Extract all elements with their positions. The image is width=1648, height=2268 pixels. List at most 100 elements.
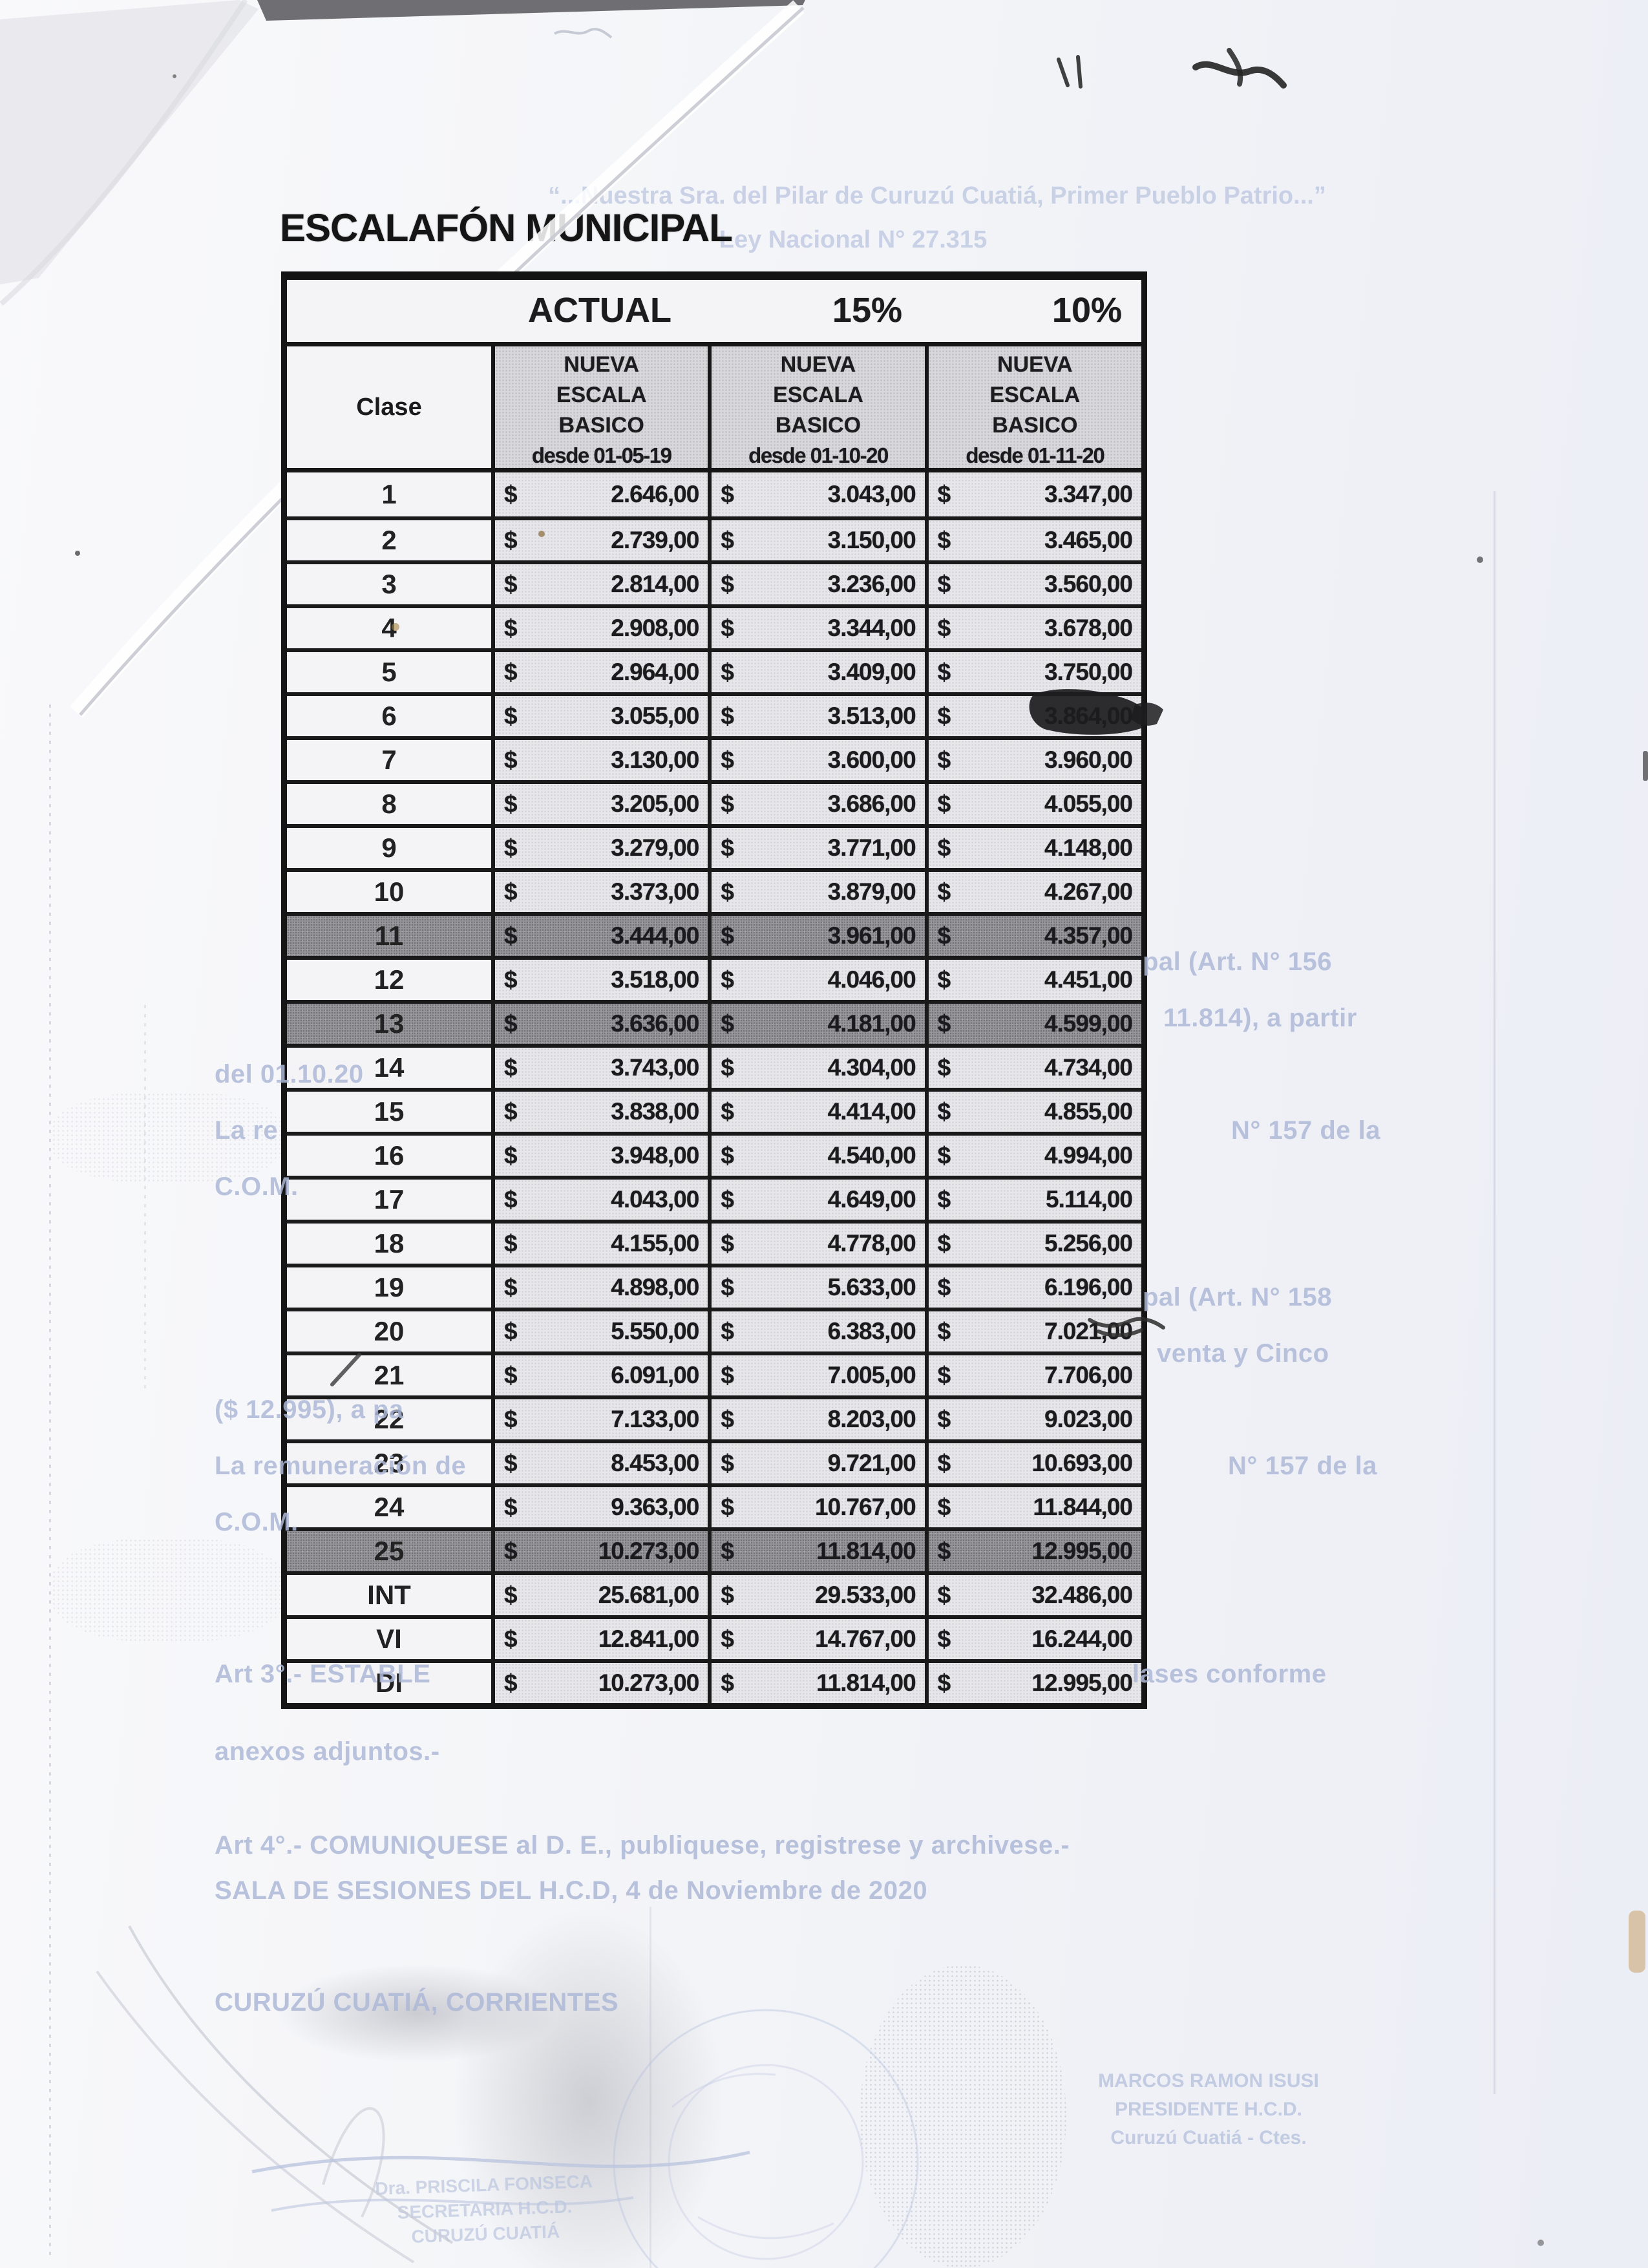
watermark-motto: “...Nuestra Sra. del Pilar de Curuzú Cua… — [548, 182, 1326, 209]
value-cell: $11.814,00 — [708, 1663, 925, 1703]
amount: 3.879,00 — [827, 878, 916, 905]
table-row: INT $25.681,00 $29.533,00 $32.486,00 — [287, 1571, 1141, 1615]
table-row: 10 $3.373,00 $3.879,00 $4.267,00 — [287, 868, 1141, 912]
currency-symbol: $ — [504, 703, 518, 729]
value-cell: $5.550,00 — [491, 1311, 708, 1351]
salary-table: ACTUAL 15% 10% Clase NUEVA ESCALA BASICO… — [281, 271, 1147, 1709]
amount: 5.633,00 — [827, 1274, 916, 1300]
currency-symbol: $ — [504, 790, 518, 817]
value-cell: $9.023,00 — [924, 1399, 1141, 1439]
edge-mark — [1643, 751, 1648, 781]
value-cell: $3.600,00 — [708, 740, 925, 780]
value-cell: $3.838,00 — [491, 1092, 708, 1132]
currency-symbol: $ — [721, 1669, 734, 1696]
amount: 4.778,00 — [827, 1230, 916, 1256]
stamp-place: Curuzú Cuatiá - Ctes. — [1110, 2127, 1307, 2148]
amount: 2.739,00 — [611, 527, 699, 553]
amount: 4.540,00 — [827, 1142, 916, 1169]
currency-symbol: $ — [937, 571, 951, 597]
signature-stroke — [96, 1970, 415, 2263]
currency-symbol: $ — [721, 878, 734, 905]
council-seal-outline — [613, 2009, 919, 2268]
halftone-smudge — [860, 1965, 1066, 2268]
currency-symbol: $ — [721, 615, 734, 641]
speck — [173, 74, 176, 78]
amount: 10.273,00 — [598, 1538, 700, 1564]
table-row: 14 $3.743,00 $4.304,00 $4.734,00 — [287, 1044, 1141, 1088]
value-cell: $14.767,00 — [708, 1619, 925, 1659]
value-cell: $8.203,00 — [708, 1399, 925, 1439]
clase-cell: 19 — [287, 1267, 491, 1308]
value-cell: $4.357,00 — [924, 916, 1141, 956]
table-row: 8 $3.205,00 $3.686,00 $4.055,00 — [287, 780, 1141, 824]
header-10pct: 10% — [1051, 291, 1122, 330]
ink-squiggle-row19 — [1088, 1317, 1165, 1337]
amount: 3.347,00 — [1044, 481, 1133, 507]
currency-symbol: $ — [937, 1274, 951, 1300]
amount: 5.550,00 — [611, 1318, 699, 1344]
clase-cell: INT — [287, 1575, 491, 1615]
value-cell: $4.055,00 — [924, 784, 1141, 824]
value-cell: $3.636,00 — [491, 1004, 708, 1044]
clase-cell: 20 — [287, 1311, 491, 1351]
pencil-squiggle — [554, 28, 613, 39]
currency-symbol: $ — [504, 966, 518, 993]
clase-cell: 8 — [287, 784, 491, 824]
table-column-headers: Clase NUEVA ESCALA BASICO desde 01-05-19… — [287, 346, 1141, 472]
currency-symbol: $ — [721, 1054, 734, 1081]
value-cell: $4.994,00 — [924, 1136, 1141, 1176]
amount: 3.409,00 — [827, 659, 916, 685]
currency-symbol: $ — [937, 1362, 951, 1388]
currency-symbol: $ — [504, 1406, 518, 1432]
table-row: 24 $9.363,00 $10.767,00 $11.844,00 — [287, 1483, 1141, 1527]
amount: 7.021,00 — [1044, 1318, 1133, 1344]
table-row: 13 $3.636,00 $4.181,00 $4.599,00 — [287, 1000, 1141, 1044]
currency-symbol: $ — [504, 659, 518, 685]
currency-symbol: $ — [937, 922, 951, 949]
pen-tick-marks — [1057, 55, 1083, 89]
value-cell: $3.279,00 — [491, 828, 708, 868]
amount: 3.055,00 — [611, 703, 699, 729]
clase-cell: 21 — [287, 1355, 491, 1395]
header-15pct: 15% — [832, 291, 902, 330]
table-row: 1 $2.646,00 $3.043,00 $3.347,00 — [287, 472, 1141, 516]
currency-symbol: $ — [504, 1450, 518, 1476]
gray-smudge — [452, 1907, 724, 2268]
amount: 4.046,00 — [827, 966, 916, 993]
amount: 3.750,00 — [1044, 659, 1133, 685]
amount: 4.994,00 — [1044, 1142, 1133, 1169]
amount: 10.273,00 — [598, 1669, 700, 1696]
amount: 7.005,00 — [827, 1362, 916, 1388]
table-row: 23 $8.453,00 $9.721,00 $10.693,00 — [287, 1439, 1141, 1483]
table-row: 21 $6.091,00 $7.005,00 $7.706,00 — [287, 1351, 1141, 1395]
ink-scribble — [1192, 61, 1287, 89]
amount: 4.043,00 — [611, 1186, 699, 1213]
value-cell: $3.879,00 — [708, 872, 925, 912]
table-row: 11 $3.444,00 $3.961,00 $4.357,00 — [287, 912, 1141, 956]
fold-crease-line-2 — [0, 0, 248, 306]
value-cell: $2.964,00 — [491, 652, 708, 692]
amount: 9.023,00 — [1044, 1406, 1133, 1432]
value-cell: $10.767,00 — [708, 1487, 925, 1527]
signature-flourish — [251, 2150, 750, 2174]
dotted-scan-line — [144, 1005, 146, 1393]
amount: 8.203,00 — [827, 1406, 916, 1432]
clase-cell: 9 — [287, 828, 491, 868]
amount: 7.133,00 — [611, 1406, 699, 1432]
value-cell: $10.273,00 — [491, 1531, 708, 1571]
table-row: 15 $3.838,00 $4.414,00 $4.855,00 — [287, 1088, 1141, 1132]
value-cell: $2.814,00 — [491, 564, 708, 604]
currency-symbol: $ — [721, 1538, 734, 1564]
council-seal-inner — [668, 2064, 864, 2260]
amount: 3.043,00 — [827, 481, 916, 507]
amount: 11.814,00 — [816, 1669, 916, 1696]
clase-cell: 7 — [287, 740, 491, 780]
header-line: BASICO — [558, 413, 644, 438]
table-row: 18 $4.155,00 $4.778,00 $5.256,00 — [287, 1220, 1141, 1264]
amount: 32.486,00 — [1031, 1582, 1133, 1608]
value-cell: $4.414,00 — [708, 1092, 925, 1132]
value-cell: $4.155,00 — [491, 1224, 708, 1264]
clase-cell: 12 — [287, 960, 491, 1000]
value-cell: $3.373,00 — [491, 872, 708, 912]
table-row: 2 $2.739,00 $3.150,00 $3.465,00 — [287, 516, 1141, 560]
